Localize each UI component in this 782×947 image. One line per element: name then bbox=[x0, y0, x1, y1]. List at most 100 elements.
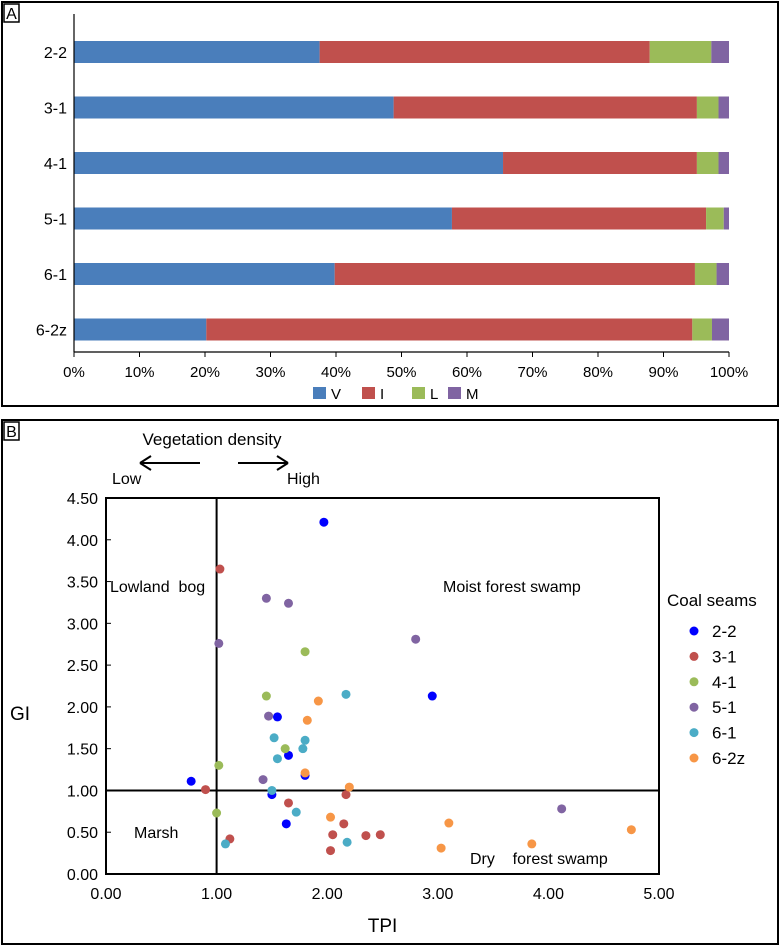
legend-swatch-I bbox=[362, 387, 375, 399]
point-6-1 bbox=[341, 689, 351, 699]
bar-6-1-I bbox=[334, 263, 695, 285]
point-3-1 bbox=[361, 831, 371, 841]
legend-label-3-1: 3-1 bbox=[712, 647, 737, 666]
point-3-1 bbox=[215, 564, 225, 574]
point-6-1 bbox=[291, 807, 301, 817]
x-tick-label: 20% bbox=[190, 364, 220, 381]
point-5-1 bbox=[411, 634, 421, 644]
point-6-2z bbox=[444, 818, 454, 828]
x-tick-label: 50% bbox=[386, 364, 416, 381]
low-label: Low bbox=[112, 471, 142, 488]
bar-4-1-L bbox=[696, 152, 719, 174]
x-tick-label: 0% bbox=[63, 364, 85, 381]
point-6-2z bbox=[626, 825, 636, 835]
bar-6-1-L bbox=[694, 263, 717, 285]
y-tick-label: 2.50 bbox=[67, 658, 98, 675]
point-3-1 bbox=[341, 790, 351, 800]
legend-label-6-2z: 6-2z bbox=[712, 749, 745, 768]
point-4-1 bbox=[280, 744, 290, 754]
x-tick-label: 3.00 bbox=[422, 886, 453, 903]
point-2-2 bbox=[427, 691, 437, 701]
point-2-2 bbox=[319, 517, 329, 527]
point-6-2z bbox=[302, 715, 312, 725]
moist-forest-swamp-label: Moist forest swamp bbox=[443, 579, 581, 596]
point-6-1 bbox=[342, 837, 352, 847]
category-label-2-2: 2-2 bbox=[44, 45, 67, 62]
x-axis-title: TPI bbox=[368, 916, 398, 937]
point-5-1 bbox=[258, 775, 268, 785]
x-tick-label: 40% bbox=[321, 364, 351, 381]
arrow-low-icon bbox=[139, 455, 152, 471]
bar-6-2z-M bbox=[711, 318, 729, 341]
point-6-1 bbox=[269, 733, 279, 743]
y-tick-label: 4.00 bbox=[67, 533, 98, 550]
high-label: High bbox=[287, 471, 320, 488]
legend-label-4-1: 4-1 bbox=[712, 673, 737, 692]
category-label-5-1: 5-1 bbox=[44, 212, 67, 229]
bar-3-1-M bbox=[718, 96, 729, 119]
dry-forest-swamp-label: Dry forest swamp bbox=[470, 851, 608, 868]
legend-marker-2-2 bbox=[689, 626, 699, 636]
point-3-1 bbox=[326, 846, 336, 856]
category-label-3-1: 3-1 bbox=[44, 101, 67, 118]
point-2-2 bbox=[283, 750, 293, 760]
legend-label-L: L bbox=[430, 386, 438, 403]
category-label-6-1: 6-1 bbox=[44, 267, 67, 284]
x-tick-label: 70% bbox=[517, 364, 547, 381]
y-axis-title: GI bbox=[10, 704, 30, 725]
x-tick-label: 30% bbox=[255, 364, 285, 381]
vegetation-density-label: Vegetation density bbox=[143, 430, 282, 449]
legend-swatch-L bbox=[412, 387, 425, 399]
point-6-2z bbox=[313, 696, 323, 706]
legend-label-I: I bbox=[380, 386, 384, 403]
bar-6-1-M bbox=[716, 263, 729, 285]
point-3-1 bbox=[328, 830, 338, 840]
x-tick-label: 60% bbox=[452, 364, 482, 381]
bar-4-1-V bbox=[74, 152, 504, 174]
point-5-1 bbox=[261, 593, 271, 603]
y-tick-label: 0.50 bbox=[67, 825, 98, 842]
panel-a-label: A bbox=[6, 6, 17, 23]
bar-6-1-V bbox=[74, 263, 335, 285]
x-tick-label: 4.00 bbox=[533, 886, 564, 903]
point-4-1 bbox=[212, 808, 222, 818]
point-5-1 bbox=[557, 804, 567, 814]
x-tick-label: 5.00 bbox=[643, 886, 674, 903]
point-6-1 bbox=[220, 839, 230, 849]
panel-b-label: B bbox=[6, 424, 17, 441]
x-tick-label: 10% bbox=[124, 364, 154, 381]
y-tick-label: 3.00 bbox=[67, 616, 98, 633]
x-tick-label: 2.00 bbox=[312, 886, 343, 903]
point-3-1 bbox=[201, 785, 211, 795]
bar-5-1-M bbox=[723, 207, 729, 230]
point-4-1 bbox=[300, 647, 310, 657]
point-5-1 bbox=[264, 711, 274, 721]
bar-6-2z-I bbox=[206, 318, 693, 341]
bar-3-1-I bbox=[393, 96, 697, 119]
category-label-6-2z: 6-2z bbox=[36, 323, 67, 340]
marsh-label: Marsh bbox=[134, 825, 178, 842]
bar-4-1-M bbox=[718, 152, 729, 174]
point-6-2z bbox=[436, 843, 446, 853]
bar-3-1-L bbox=[696, 96, 719, 119]
legend-label-V: V bbox=[331, 386, 341, 403]
point-2-2 bbox=[281, 819, 291, 829]
x-tick-label: 90% bbox=[648, 364, 678, 381]
bar-2-2-I bbox=[319, 41, 650, 63]
point-6-1 bbox=[267, 785, 277, 795]
point-5-1 bbox=[214, 638, 224, 648]
point-6-2z bbox=[527, 839, 537, 849]
point-3-1 bbox=[339, 819, 349, 829]
point-4-1 bbox=[214, 760, 224, 770]
y-tick-label: 0.00 bbox=[67, 867, 98, 884]
legend-label-M: M bbox=[466, 386, 479, 403]
legend-label-2-2: 2-2 bbox=[712, 622, 737, 641]
y-tick-label: 1.50 bbox=[67, 742, 98, 759]
panel-a-label-box bbox=[3, 3, 20, 23]
lowland-bog-label: Lowland bog bbox=[110, 579, 205, 596]
category-label-4-1: 4-1 bbox=[44, 156, 67, 173]
bar-5-1-I bbox=[451, 207, 707, 230]
point-4-1 bbox=[261, 691, 271, 701]
arrow-high-icon bbox=[276, 455, 289, 471]
